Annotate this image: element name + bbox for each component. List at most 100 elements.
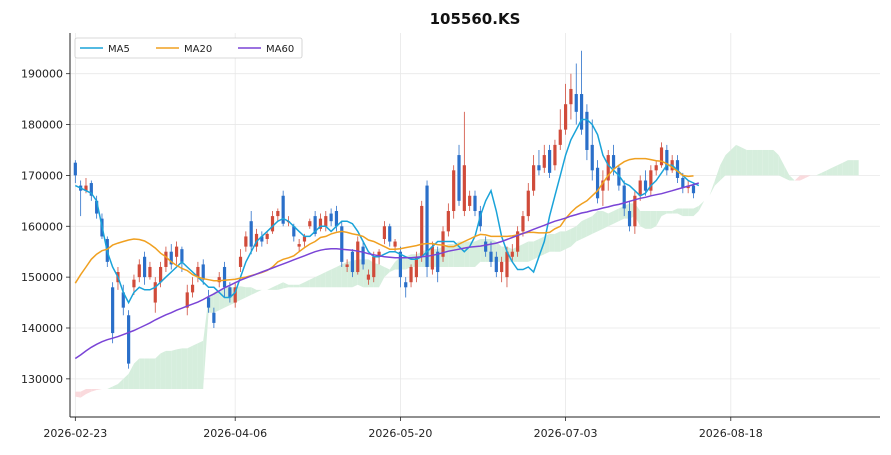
cloud-segment [688,208,694,217]
candle-body [217,277,221,283]
candle-body [196,266,200,278]
x-tick-label: 2026-07-03 [534,427,598,440]
cloud-segment [805,175,811,178]
cloud-segment [736,144,742,176]
cloud-segment [139,358,145,390]
cloud-segment [464,241,470,267]
cloud-segment [384,266,390,278]
candle-body [377,251,381,257]
candle-body [153,282,157,303]
cloud-segment [277,282,284,290]
cloud-segment [299,282,305,288]
candle-body [302,236,307,242]
candle-body [164,251,168,267]
candle-body [595,167,600,199]
candle-body [548,149,552,173]
cloud-segment [832,165,838,176]
cloud-segment [85,389,92,395]
cloud-segment [570,226,577,247]
candle-body [127,315,131,364]
cloud-segment [565,228,571,250]
x-tick-label: 2026-08-18 [699,427,763,440]
cloud-segment [288,284,294,288]
candle-body [228,287,232,298]
legend: MA5 MA20 MA60 [74,37,303,59]
cloud-segment [602,211,609,229]
candle-body [553,144,557,166]
cloud-segment [107,386,113,390]
cloud-segment [842,160,849,176]
candle-body [329,213,333,222]
cloud-segment [698,200,705,212]
cloud-segment [240,286,246,301]
candle-body [158,266,163,283]
cloud-segment [725,149,731,176]
cloud-segment [794,175,801,181]
candle-body [468,195,472,206]
cloud-segment [133,358,140,390]
cloud-segment [379,264,385,288]
cloud-segment [192,343,198,390]
cloud-segment [267,287,273,290]
candle-body [585,111,589,150]
cloud-segment [389,261,396,273]
candle-body [457,155,461,201]
candle-body [681,177,685,189]
y-tick-label: 140000 [21,322,63,335]
ma5-line [74,118,700,305]
candle-body [404,282,408,288]
candle-body [132,279,136,288]
ma20-line [74,157,694,284]
legend-box [74,37,303,59]
candle-body [473,195,477,212]
candle-body [537,165,541,171]
candle-body [579,94,584,130]
cloud-segment [272,284,278,290]
cloud-segment [448,244,454,267]
cloud-segment [544,233,550,255]
candle-body [500,261,504,273]
cloud-segment [757,149,763,176]
cloud-segment [640,211,646,229]
candle-body [356,241,360,273]
cloud-segment [117,378,124,390]
cloud-segment [155,353,161,390]
candle-body [276,211,280,217]
candle-body [270,216,275,232]
cloud-segment [720,155,726,181]
cloud-segment [315,274,321,288]
cloud-segment [187,345,193,390]
cloud-segment [613,208,619,224]
cloud-segment [672,208,678,214]
cloud-segment [821,170,827,176]
legend-label-ma20: MA20 [184,44,212,55]
candle-body [516,231,520,252]
cloud-segment [714,165,721,186]
cloud-segment [618,205,625,222]
candle-body [393,241,397,247]
candle-body [334,211,339,227]
cloud-segment [800,175,806,181]
cloud-segment [576,221,582,242]
cloud-segment [586,216,593,237]
cloud-segment [128,363,134,390]
x-tick-label: 2026-02-23 [43,427,107,440]
cloud-segment [144,358,150,390]
candle-body [137,264,141,278]
candle-body [526,190,530,217]
candle-body [510,251,514,257]
candle-body [489,251,493,262]
candle-body [430,246,434,270]
cloud-segment [554,231,561,252]
candle-body [185,292,189,308]
candle-body [484,241,488,252]
cloud-segment [650,211,657,229]
cloud-segment [283,282,289,289]
candle-body [691,185,696,194]
candle-body [84,185,88,191]
cloud-segment [773,149,779,176]
candle-body [563,104,568,130]
candle-body [558,129,562,145]
candle-body [297,244,301,247]
cloud-segment [730,144,737,176]
